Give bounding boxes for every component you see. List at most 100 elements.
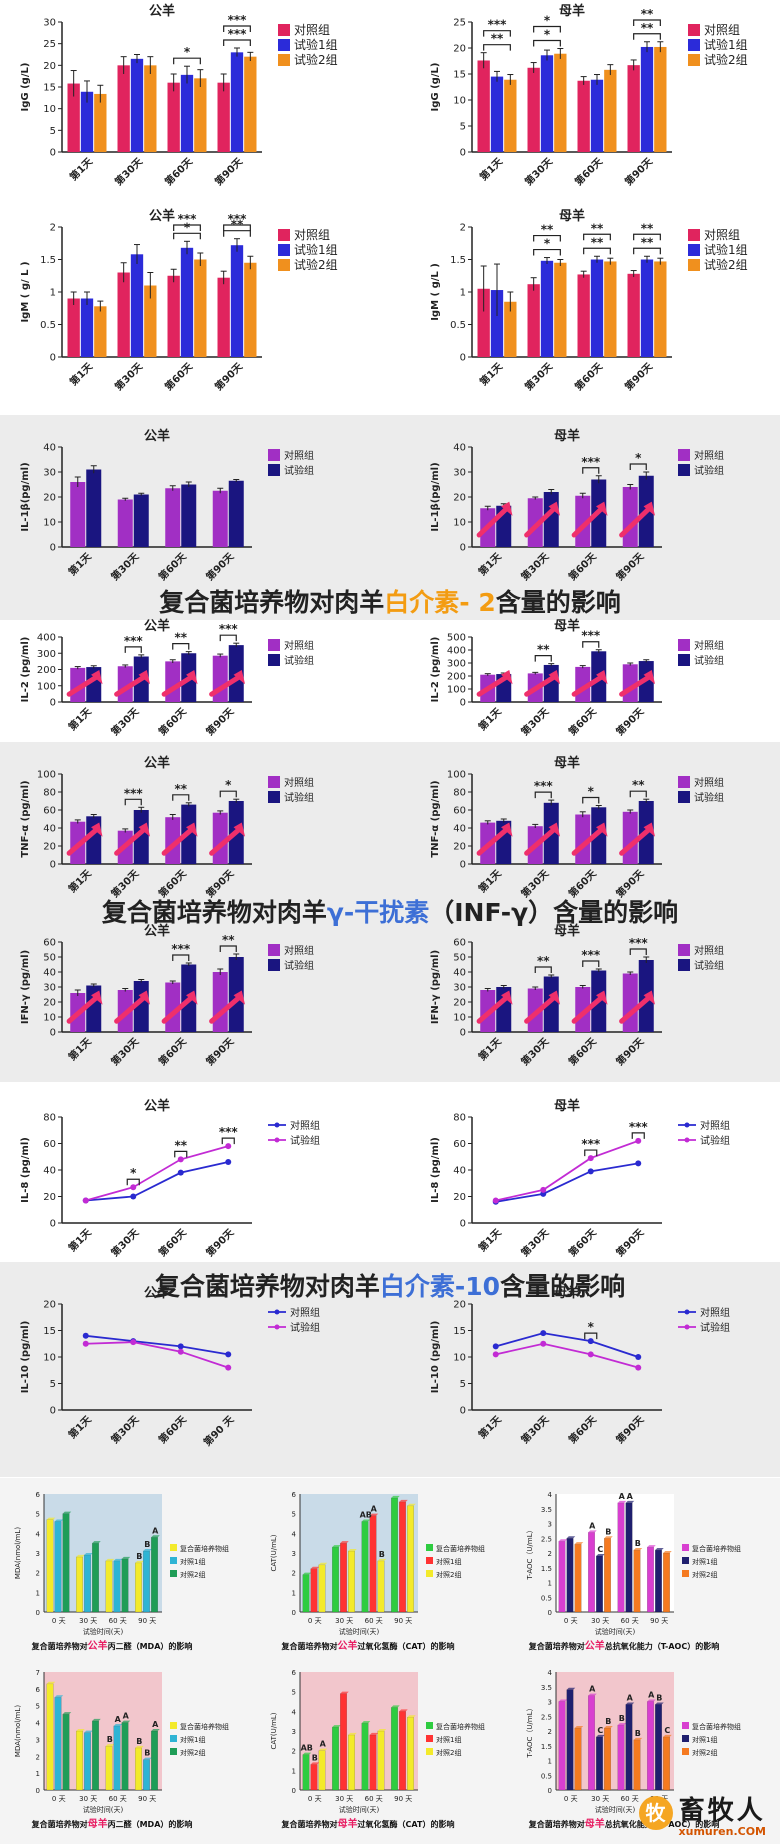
chart-title: 公羊 [149,208,175,224]
y-tick-label: 40 [453,1166,466,1177]
y-tick-label: 0 [460,148,466,159]
bar [80,91,94,152]
bar [46,1519,54,1613]
bar [130,58,144,153]
x-axis-label: 试验时间(天) [595,1805,636,1814]
trend-arrow [524,506,557,538]
site-logo[interactable]: 牧 畜牧人 xumuren.COM [638,1790,766,1838]
trend-arrow [476,674,509,697]
x-tick-label: 60 天 [365,1617,383,1625]
x-tick-label: 第1天 [476,1412,505,1441]
chart-title: 公羊 [144,1285,170,1301]
x-tick-label: 0 天 [52,1617,66,1625]
y-tick-label: 40 [43,824,56,835]
legend-marker [274,1324,280,1330]
bar [105,1745,113,1791]
series-line [85,1145,229,1202]
legend-swatch [170,1722,177,1729]
group-letter: C [597,1545,603,1554]
legend-label: 试验组 [284,654,314,667]
bar [407,1505,414,1613]
y-tick-label: 5 [460,122,466,133]
legend-label: 试验2组 [704,52,748,67]
bar-top [76,1554,85,1557]
bar-top [340,1691,349,1694]
chart-taoc-ewe: 00.511.522.533.54T-AOC（U/mL）0 天30 天60 天9… [518,1660,770,1835]
x-tick-label: 0 天 [52,1795,66,1803]
legend-swatch [682,1570,689,1577]
significance-label: *** [629,936,649,950]
y-tick-label: 20 [453,998,466,1009]
bar-top [655,1548,664,1551]
banner-il2-pre: 复合菌培养物对肉羊 [159,588,385,617]
bar-top [302,1572,312,1575]
x-tick-label: 第1天 [476,549,505,578]
series-line [495,1332,639,1358]
significance-label: ** [174,631,187,645]
bar-top [625,1702,635,1705]
y-tick-label: 20 [453,493,466,504]
y-tick-label: 20 [43,1192,56,1203]
bar [604,1538,611,1613]
y-tick-label: 3 [292,1728,296,1736]
y-tick-label: 1 [460,288,466,299]
chart-title: 母羊 [554,618,580,634]
significance-label: *** [178,212,198,226]
series-line [495,1342,639,1369]
x-axis-label: 试验时间(天) [83,1627,124,1636]
x-tick-label: 30 天 [335,1795,353,1803]
trend-arrow [209,674,242,697]
x-axis-label: 试验时间(天) [339,1627,380,1636]
bar-top [588,1693,597,1696]
y-tick-label: 80 [43,788,56,799]
bar-top [625,1500,635,1503]
legend-label: 对照组 [694,639,724,652]
bar [640,46,654,152]
legend-label: 试验组 [694,791,724,804]
x-tick-label: 30 天 [591,1795,609,1803]
y-tick-label: 1 [548,1580,552,1588]
y-tick-label: 1 [292,1589,296,1597]
y-tick-label: 4 [36,1720,41,1728]
group-letter: A [619,1492,626,1501]
group-letter: A [589,1685,596,1694]
significance-label: *** [581,629,601,643]
data-point [225,1351,232,1358]
bar [348,1550,355,1613]
y-axis-label: T-AOC（U/mL） [526,1704,534,1758]
chart-taoc-ram: 0 0.5 1 1.5 2 2.5 3 3.5 4 T-AOC（U/mL） 0 天 30 天 60 天 9… [518,1482,770,1657]
legend-swatch [278,24,290,36]
y-axis-label: IL-1β(pg/ml) [430,462,441,531]
x-tick-label: 第1天 [66,704,95,733]
significance-bracket [629,948,647,955]
bar-top [62,1712,72,1715]
y-tick-label: 25 [43,39,56,50]
data-point [492,1197,499,1204]
significance-label: * [130,1166,137,1180]
trend-arrowhead [501,990,513,1005]
y-tick-label: 30 [453,468,466,479]
significance-label: ** [591,235,604,249]
trend-arrowhead [138,669,151,685]
x-tick-label: 第1天 [67,154,96,183]
y-tick-label: 40 [453,443,466,454]
bar-top [566,1536,576,1539]
data-point [177,1348,184,1355]
bar [70,482,86,547]
chart-title: 母羊 [554,428,580,444]
significance-bracket [582,960,600,967]
chart-title: 母羊 [554,1285,580,1301]
y-tick-label: 30 [453,983,466,994]
y-tick-label: 4 [292,1708,297,1716]
bar [121,1722,129,1791]
legend-swatch [682,1544,689,1551]
significance-bracket [219,790,237,798]
significance-bracket [583,247,611,255]
legend-label: 对照组 [694,449,724,462]
x-axis-label: 试验时间(天) [339,1805,380,1814]
significance-bracket [223,25,251,32]
bar [86,469,102,547]
bar [596,1555,603,1613]
y-axis-label: IgG (g/L) [430,63,441,112]
significance-bracket [582,641,600,648]
